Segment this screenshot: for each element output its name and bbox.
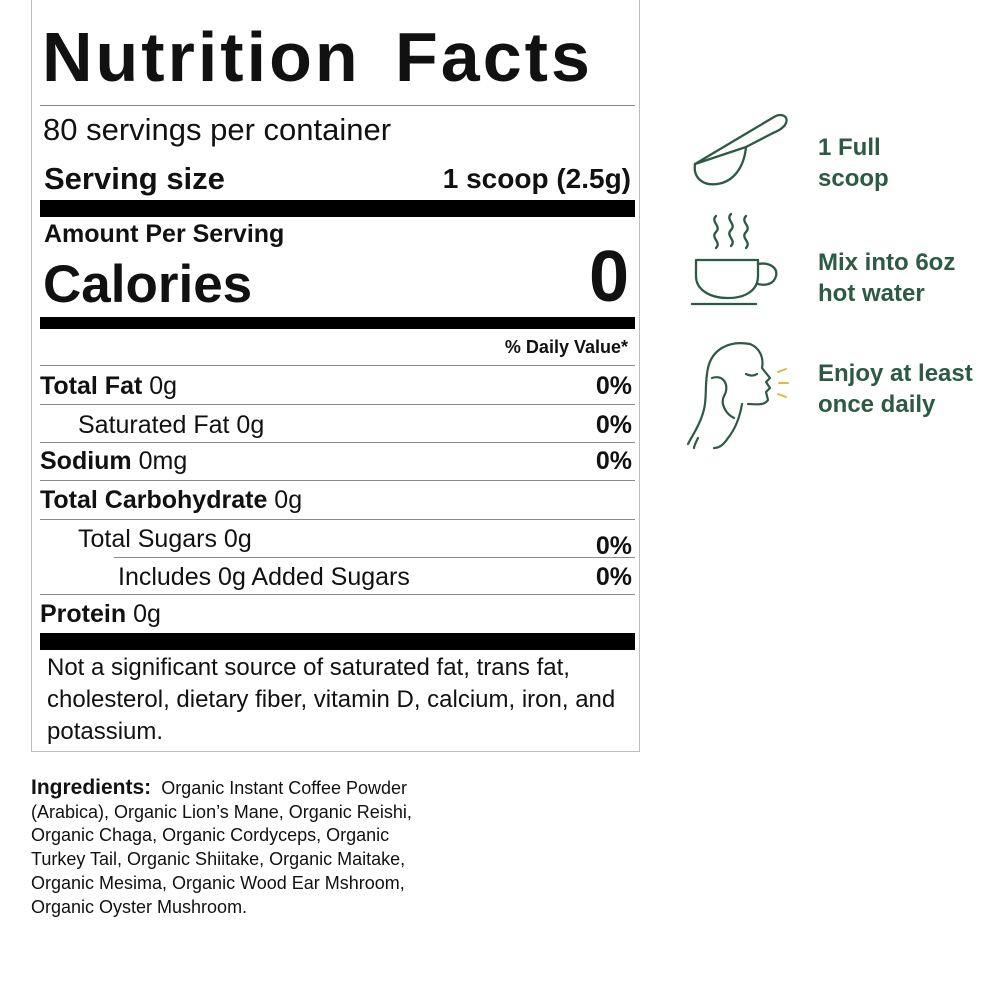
nutrient-name: Total Sugars 0g: [78, 525, 252, 553]
calories-value: 0: [588, 237, 629, 317]
nutrition-facts-label: Nutrition Facts 80 servings per containe…: [31, 0, 640, 752]
nutrient-name: Sodium 0mg: [40, 447, 188, 475]
servings-per-container: 80 servings per container: [43, 112, 392, 147]
nutrient-row-total-sugars: Total Sugars 0g 0%: [40, 521, 635, 560]
ingredients-label: Ingredients:: [31, 776, 152, 799]
footnote: Not a significant source of saturated fa…: [47, 654, 616, 745]
serving-size-value: 1 scoop (2.5g): [442, 163, 631, 194]
divider: [40, 442, 635, 443]
thick-divider: [40, 317, 635, 329]
nutrient-row-total-fat: Total Fat 0g 0%: [40, 368, 635, 402]
divider: [114, 557, 635, 558]
nutrient-dv: 0%: [595, 411, 632, 439]
thick-divider: [40, 200, 635, 217]
step-line: hot water: [818, 280, 925, 307]
nutrient-row-saturated-fat: Saturated Fat 0g 0%: [40, 407, 635, 441]
person-face-icon: [686, 342, 789, 450]
step-line: scoop: [818, 165, 889, 192]
divider: [40, 480, 635, 481]
scoop-icon: [693, 113, 788, 186]
step-line: Enjoy at least: [818, 360, 973, 387]
thick-divider: [40, 633, 635, 650]
step-scoop-text: 1 Full scoop: [818, 132, 998, 194]
step-line: Mix into 6oz: [818, 249, 956, 276]
ingredients-block: Ingredients: Organic Instant Coffee Powde…: [31, 776, 421, 919]
divider: [40, 365, 635, 366]
step-enjoy-text: Enjoy at least once daily: [818, 358, 998, 420]
nutrient-dv: 0%: [595, 532, 632, 560]
nutrient-row-added-sugars: Includes 0g Added Sugars 0%: [40, 559, 635, 593]
nutrient-row-protein: Protein 0g: [40, 596, 635, 630]
step-mix-text: Mix into 6oz hot water: [818, 247, 998, 309]
step-line: 1 Full: [818, 134, 881, 161]
nutrient-name: Saturated Fat 0g: [78, 411, 265, 439]
serving-size-label: Serving size: [44, 161, 225, 196]
label-title: Nutrition Facts: [42, 18, 593, 96]
nutrient-name: Total Carbohydrate 0g: [40, 486, 303, 514]
nutrient-row-sodium: Sodium 0mg 0%: [40, 443, 635, 477]
calories-label: Calories: [43, 255, 253, 314]
nutrient-name: Protein 0g: [40, 600, 161, 628]
divider: [40, 404, 635, 405]
nutrient-name: Total Fat 0g: [40, 372, 178, 400]
ingredients-text: Organic Instant Coffee Powder (Arabica),…: [31, 778, 412, 917]
nutrient-row-total-carbohydrate: Total Carbohydrate 0g: [40, 482, 635, 516]
nutrient-name: Includes 0g Added Sugars: [118, 563, 410, 591]
nutrient-dv: 0%: [595, 372, 632, 400]
step-line: once daily: [818, 391, 936, 418]
divider: [40, 105, 635, 106]
divider: [40, 594, 635, 595]
amount-per-serving: Amount Per Serving: [44, 220, 285, 248]
daily-value-header: % Daily Value*: [504, 337, 628, 357]
hot-cup-icon: [690, 212, 778, 306]
divider: [40, 519, 635, 520]
nutrient-dv: 0%: [595, 447, 632, 475]
nutrient-dv: 0%: [595, 563, 632, 591]
